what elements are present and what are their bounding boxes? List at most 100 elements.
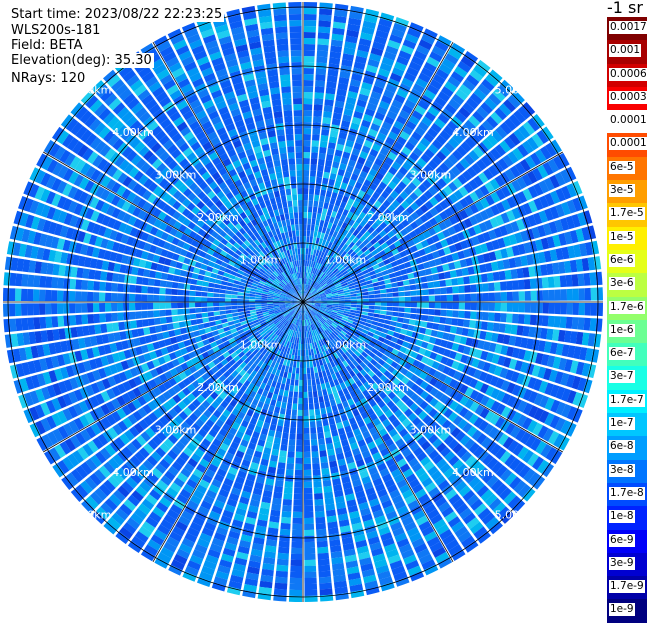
range-gate-cell bbox=[278, 56, 289, 63]
range-gate-cell bbox=[304, 566, 316, 572]
range-gate-cell bbox=[288, 445, 295, 452]
range-gate-cell bbox=[319, 577, 332, 584]
range-gate-cell bbox=[296, 446, 303, 452]
range-gate-cell bbox=[590, 318, 597, 331]
range-gate-cell bbox=[295, 349, 298, 355]
range-gate-cell bbox=[432, 323, 439, 330]
range-gate-cell bbox=[277, 420, 283, 427]
range-gate-cell bbox=[272, 99, 282, 106]
range-gate-cell bbox=[15, 288, 21, 301]
range-gate-cell bbox=[305, 584, 318, 590]
range-gate-cell bbox=[304, 164, 310, 170]
range-gate-cell bbox=[215, 279, 222, 284]
range-gate-cell bbox=[312, 385, 317, 392]
range-gate-cell bbox=[560, 316, 567, 328]
range-gate-cell bbox=[294, 392, 299, 398]
range-gate-cell bbox=[207, 293, 213, 298]
range-gate-cell bbox=[469, 320, 476, 328]
range-gate-cell bbox=[237, 295, 243, 298]
range-gate-cell bbox=[317, 38, 329, 45]
range-gate-cell bbox=[153, 303, 159, 310]
range-gate-cell bbox=[33, 303, 39, 315]
range-gate-cell bbox=[304, 74, 314, 80]
range-gate-cell bbox=[165, 296, 171, 302]
range-gate-cell bbox=[303, 224, 306, 230]
range-gate-cell bbox=[291, 56, 302, 62]
range-gate-cell bbox=[274, 111, 283, 118]
range-gate-cell bbox=[275, 577, 288, 584]
range-gate-cell bbox=[299, 392, 303, 398]
range-gate-cell bbox=[281, 195, 287, 202]
range-gate-cell bbox=[183, 303, 189, 308]
range-gate-cell bbox=[280, 444, 287, 451]
range-gate-cell bbox=[154, 318, 161, 325]
range-gate-cell bbox=[184, 315, 191, 321]
range-gate-cell bbox=[219, 298, 225, 302]
range-gate-cell bbox=[237, 309, 243, 313]
range-gate-cell bbox=[315, 511, 325, 518]
range-gate-cell bbox=[105, 303, 111, 312]
range-gate-cell bbox=[519, 303, 525, 313]
range-gate-cell bbox=[392, 312, 398, 317]
range-gate-cell bbox=[293, 506, 302, 512]
range-gate-cell bbox=[295, 128, 303, 134]
range-gate-cell bbox=[207, 303, 213, 307]
range-gate-cell bbox=[283, 171, 289, 178]
range-gate-cell bbox=[174, 269, 181, 276]
range-gate-cell bbox=[273, 443, 280, 450]
range-gate-cell bbox=[293, 236, 297, 242]
range-gate-cell bbox=[315, 517, 325, 524]
range-gate-cell bbox=[267, 304, 273, 306]
range-gate-cell bbox=[216, 324, 223, 329]
range-gate-cell bbox=[179, 321, 186, 327]
range-gate-cell bbox=[548, 316, 555, 327]
range-gate-cell bbox=[173, 322, 180, 329]
range-gate-cell bbox=[303, 248, 305, 254]
range-gate-cell bbox=[249, 307, 255, 310]
range-gate-cell bbox=[304, 548, 315, 554]
range-gate-cell bbox=[320, 377, 325, 384]
range-gate-cell bbox=[303, 230, 306, 236]
range-gate-cell bbox=[290, 379, 294, 385]
range-gate-cell bbox=[301, 350, 303, 356]
range-gate-cell bbox=[327, 449, 335, 456]
range-gate-cell bbox=[45, 317, 52, 329]
range-gate-cell bbox=[135, 294, 141, 301]
range-gate-cell bbox=[324, 492, 333, 499]
range-gate-cell bbox=[201, 297, 207, 302]
range-gate-cell bbox=[316, 177, 322, 184]
range-gate-cell bbox=[293, 104, 302, 110]
range-gate-cell bbox=[201, 303, 207, 308]
range-gate-cell bbox=[326, 154, 333, 161]
range-gate-cell bbox=[141, 303, 147, 310]
range-gate-cell bbox=[232, 313, 239, 317]
range-gate-cell bbox=[22, 318, 29, 331]
range-gate-cell bbox=[209, 278, 216, 283]
range-gate-cell bbox=[288, 158, 295, 165]
range-gate-cell bbox=[183, 290, 189, 296]
range-gate-cell bbox=[304, 464, 311, 470]
range-gate-cell bbox=[299, 218, 303, 224]
range-gate-cell bbox=[159, 288, 166, 295]
range-gate-cell bbox=[434, 309, 441, 315]
range-gate-cell bbox=[290, 361, 294, 367]
range-gate-cell bbox=[311, 158, 318, 165]
range-gate-cell bbox=[543, 303, 549, 314]
range-gate-cell bbox=[307, 230, 311, 236]
range-gate-cell bbox=[276, 565, 288, 572]
range-gate-cell bbox=[136, 320, 143, 328]
range-gate-cell bbox=[326, 87, 336, 94]
range-gate-cell bbox=[319, 153, 326, 160]
range-gate-cell bbox=[100, 324, 107, 334]
range-gate-cell bbox=[299, 212, 303, 218]
range-gate-cell bbox=[465, 303, 471, 310]
range-gate-cell bbox=[290, 237, 294, 243]
range-gate-cell bbox=[270, 142, 278, 149]
range-gate-cell bbox=[275, 197, 281, 204]
range-gate-cell bbox=[231, 302, 237, 305]
range-gate-cell bbox=[304, 578, 316, 584]
range-gate-cell bbox=[305, 590, 318, 596]
range-gate-cell bbox=[303, 350, 305, 356]
range-gate-cell bbox=[214, 316, 221, 321]
range-gate-cell bbox=[390, 321, 397, 326]
